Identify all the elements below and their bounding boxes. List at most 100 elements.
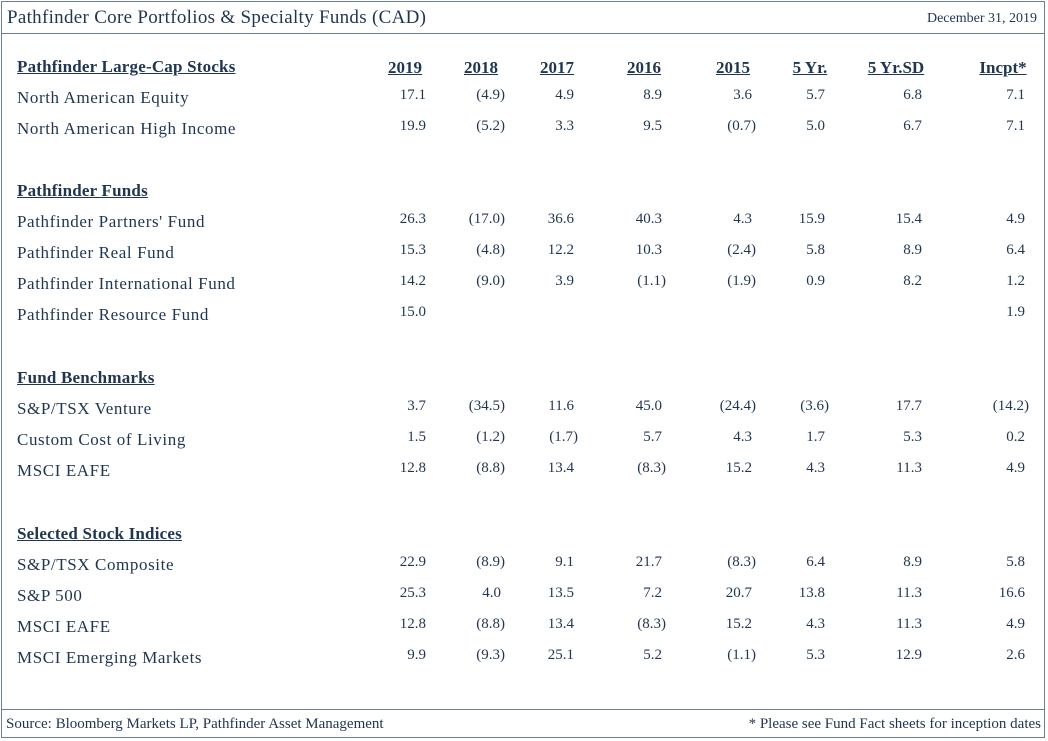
value-cell: 1.7 bbox=[806, 429, 825, 445]
value-cell: 6.4 bbox=[806, 554, 825, 570]
value-cell: 11.3 bbox=[896, 460, 922, 476]
value-cell: (8.9) bbox=[476, 554, 505, 570]
value-cell: (5.2) bbox=[476, 118, 505, 134]
value-cell: 12.2 bbox=[547, 242, 574, 258]
value-cell: 3.7 bbox=[407, 398, 426, 414]
value-cell: 11.6 bbox=[548, 398, 574, 414]
value-cell: 7.1 bbox=[1006, 87, 1025, 103]
value-cell: 0.9 bbox=[806, 273, 825, 289]
value-cell: 45.0 bbox=[635, 398, 662, 414]
value-cell: 11.3 bbox=[896, 616, 922, 632]
column-header: 5 Yr.SD bbox=[867, 58, 925, 77]
value-cell: 12.9 bbox=[895, 647, 922, 663]
value-cell: 5.3 bbox=[903, 429, 922, 445]
table-row: S&P 500 25.3 4.0 13.5 7.2 20.7 13.8 11.3 16.6 bbox=[0, 585, 1048, 610]
section-title: Pathfinder Large-Cap Stocks bbox=[17, 57, 236, 76]
value-cell: 7.1 bbox=[1006, 118, 1025, 134]
value-cell: 10.3 bbox=[635, 242, 662, 258]
section-header: Pathfinder Large-Cap Stocks 2019 2018 2017 2… bbox=[0, 57, 1048, 81]
value-cell: 8.9 bbox=[643, 87, 662, 103]
table-row: Pathfinder Partners' Fund 26.3 (17.0) 36.6 4… bbox=[0, 211, 1048, 236]
row-label: MSCI Emerging Markets bbox=[17, 648, 203, 667]
value-cell: 26.3 bbox=[399, 211, 426, 227]
value-cell: 17.7 bbox=[895, 398, 922, 414]
value-cell: (24.4) bbox=[719, 398, 756, 414]
row-label: MSCI EAFE bbox=[17, 617, 111, 636]
value-cell: 3.6 bbox=[733, 87, 752, 103]
row-label: S&P/TSX Composite bbox=[17, 555, 175, 574]
value-cell: 7.2 bbox=[643, 585, 662, 601]
value-cell: 13.8 bbox=[798, 585, 825, 601]
value-cell: 5.7 bbox=[643, 429, 662, 445]
value-cell: (8.3) bbox=[637, 616, 666, 632]
value-cell: 3.9 bbox=[555, 273, 574, 289]
value-cell: 3.3 bbox=[555, 118, 574, 134]
value-cell: 5.8 bbox=[806, 242, 825, 258]
column-header: 2015 bbox=[716, 58, 750, 77]
table-row: North American Equity 17.1 (4.9) 4.9 8.9 3.6 5… bbox=[0, 87, 1048, 112]
value-cell: (8.3) bbox=[727, 554, 756, 570]
value-cell: 8.9 bbox=[903, 242, 922, 258]
value-cell: 5.7 bbox=[806, 87, 825, 103]
value-cell: 12.8 bbox=[399, 460, 426, 476]
section-title: Pathfinder Funds bbox=[17, 181, 148, 200]
row-label: Pathfinder Partners' Fund bbox=[17, 212, 206, 231]
value-cell: 1.2 bbox=[1006, 273, 1025, 289]
value-cell: (4.8) bbox=[476, 242, 505, 258]
column-header: 2018 bbox=[464, 58, 498, 77]
value-cell: 8.2 bbox=[903, 273, 922, 289]
value-cell: 13.4 bbox=[547, 616, 574, 632]
value-cell: (14.2) bbox=[992, 398, 1029, 414]
row-label: MSCI EAFE bbox=[17, 461, 111, 480]
value-cell: 4.9 bbox=[555, 87, 574, 103]
value-cell: 15.9 bbox=[798, 211, 825, 227]
value-cell: 1.9 bbox=[1006, 304, 1025, 320]
table-row: Custom Cost of Living 1.5 (1.2) (1.7) 5.7 4.3… bbox=[0, 429, 1048, 454]
value-cell: 4.3 bbox=[733, 429, 752, 445]
value-cell: 5.8 bbox=[1006, 554, 1025, 570]
value-cell: 16.6 bbox=[998, 585, 1025, 601]
value-cell: (1.1) bbox=[727, 647, 756, 663]
value-cell: (8.8) bbox=[476, 616, 505, 632]
row-label: North American Equity bbox=[17, 88, 190, 107]
value-cell: 15.0 bbox=[399, 304, 426, 320]
value-cell: (9.3) bbox=[476, 647, 505, 663]
row-label: Custom Cost of Living bbox=[17, 430, 186, 449]
report-title: Pathfinder Core Portfolios & Specialty F… bbox=[7, 7, 427, 28]
table-row: Pathfinder International Fund 14.2 (9.0) 3.… bbox=[0, 273, 1048, 298]
value-cell: 4.0 bbox=[482, 585, 501, 601]
value-cell: 14.2 bbox=[399, 273, 426, 289]
section-header: Selected Stock Indices bbox=[0, 524, 1048, 548]
value-cell: 15.2 bbox=[725, 460, 752, 476]
value-cell: 4.9 bbox=[1006, 616, 1025, 632]
report-date: December 31, 2019 bbox=[926, 11, 1037, 26]
value-cell: 4.3 bbox=[806, 616, 825, 632]
value-cell: (9.0) bbox=[476, 273, 505, 289]
column-header: 2017 bbox=[540, 58, 574, 77]
value-cell: 15.4 bbox=[895, 211, 922, 227]
value-cell: 2.6 bbox=[1006, 647, 1025, 663]
value-cell: 25.1 bbox=[547, 647, 574, 663]
value-cell: 8.9 bbox=[903, 554, 922, 570]
value-cell: (17.0) bbox=[468, 211, 505, 227]
table-row: S&P/TSX Venture 3.7 (34.5) 11.6 45.0 (24.4) (3… bbox=[0, 398, 1048, 423]
value-cell: (2.4) bbox=[727, 242, 756, 258]
value-cell: 15.2 bbox=[725, 616, 752, 632]
table-row: MSCI Emerging Markets 9.9 (9.3) 25.1 5.2 (1.1… bbox=[0, 647, 1048, 672]
value-cell: 4.9 bbox=[1006, 460, 1025, 476]
value-cell: 4.3 bbox=[733, 211, 752, 227]
value-cell: 5.3 bbox=[806, 647, 825, 663]
report-footer: Source: Bloomberg Markets LP, Pathfinder… bbox=[1, 709, 1045, 739]
source-note: Source: Bloomberg Markets LP, Pathfinder… bbox=[6, 716, 384, 732]
row-label: Pathfinder International Fund bbox=[17, 274, 236, 293]
value-cell: (8.3) bbox=[637, 460, 666, 476]
value-cell: (1.1) bbox=[637, 273, 666, 289]
table-row: MSCI EAFE 12.8 (8.8) 13.4 (8.3) 15.2 4.3 11.3 4.… bbox=[0, 460, 1048, 485]
table-row: S&P/TSX Composite 22.9 (8.9) 9.1 21.7 (8.3) 6.… bbox=[0, 554, 1048, 579]
table-row: Pathfinder Resource Fund 15.0 1.9 bbox=[0, 304, 1048, 329]
table-row: MSCI EAFE 12.8 (8.8) 13.4 (8.3) 15.2 4.3 11.3 4.… bbox=[0, 616, 1048, 641]
value-cell: 9.1 bbox=[555, 554, 574, 570]
report-header: Pathfinder Core Portfolios & Specialty F… bbox=[1, 1, 1045, 34]
value-cell: 11.3 bbox=[896, 585, 922, 601]
value-cell: (1.7) bbox=[549, 429, 578, 445]
